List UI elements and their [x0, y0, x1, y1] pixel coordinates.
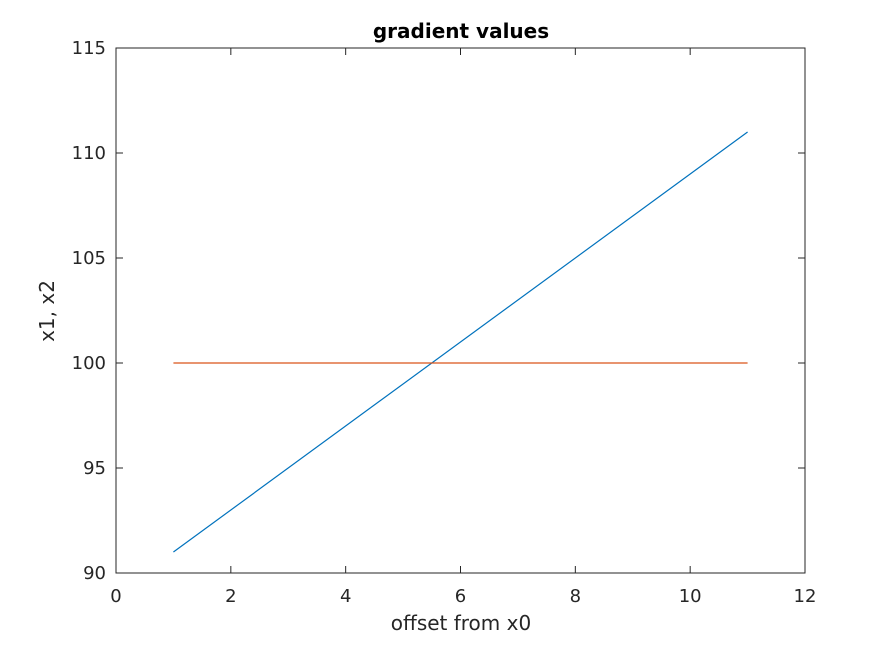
y-tick-label: 95: [83, 458, 106, 479]
y-tick-label: 100: [72, 353, 106, 374]
y-tick-label: 105: [72, 248, 106, 269]
y-tick-label: 110: [72, 143, 106, 164]
chart-title: gradient values: [373, 19, 549, 43]
x-axis: 0 2 4 6 8 10 12: [110, 48, 816, 607]
y-tick-label: 115: [72, 38, 106, 59]
y-tick-label: 90: [83, 563, 106, 584]
x-tick-label: 2: [225, 586, 236, 607]
x-tick-label: 8: [570, 586, 581, 607]
x-tick-label: 6: [455, 586, 466, 607]
plot-area-border: [115, 47, 806, 574]
x-tick-label: 0: [110, 586, 121, 607]
series-layer: [173, 131, 748, 553]
y-axis-label: x1, x2: [35, 280, 59, 342]
x-tick-label: 4: [340, 586, 351, 607]
x-axis-label: offset from x0: [391, 611, 531, 635]
y-axis: 90 95 100 105 110 115: [72, 38, 805, 584]
x-tick-label: 10: [679, 586, 702, 607]
series-line-1: [173, 131, 748, 553]
x-tick-label: 12: [794, 586, 817, 607]
